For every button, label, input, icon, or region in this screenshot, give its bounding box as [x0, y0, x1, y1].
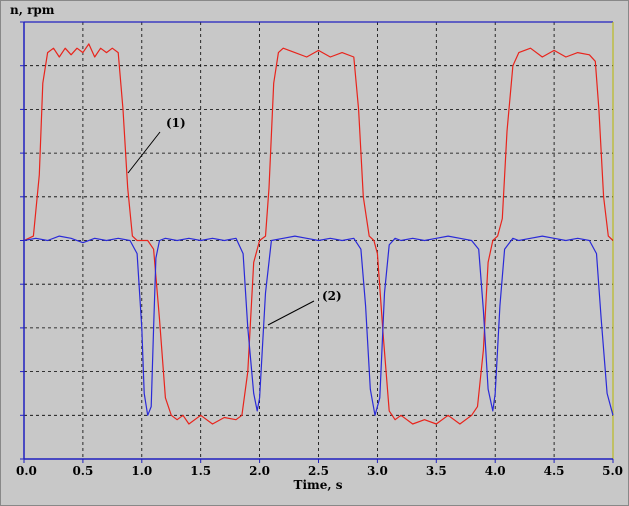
grid — [24, 22, 613, 459]
x-tick-label: 2.0 — [249, 464, 270, 478]
annotation-leader — [267, 300, 315, 326]
x-tick-label: 5.0 — [602, 464, 623, 478]
x-tick-label: 3.5 — [426, 464, 447, 478]
x-tick-label: 1.5 — [190, 464, 211, 478]
x-tick-label: 1.0 — [131, 464, 152, 478]
x-tick-label: 0.5 — [72, 464, 93, 478]
y-axis-label: n, rpm — [10, 3, 55, 17]
x-axis-label: Time, s — [294, 478, 343, 492]
x-tick-label: 0.0 — [16, 464, 37, 478]
x-tick-labels: 0.0 0.5 1.0 1.5 2.0 2.5 3.0 3.5 4.0 4.5 5.0 — [16, 464, 623, 478]
x-tick-label: 2.5 — [308, 464, 329, 478]
series-layer — [23, 43, 614, 425]
annotation-label: (2) — [322, 289, 342, 303]
series-line-2 — [23, 235, 614, 416]
annotations: (1) (2) — [127, 116, 342, 326]
x-tick-label: 4.5 — [544, 464, 565, 478]
series-line-1 — [23, 43, 614, 425]
x-tick-label: 3.0 — [367, 464, 388, 478]
annotation-label: (1) — [166, 116, 186, 130]
x-tick-label: 4.0 — [485, 464, 506, 478]
annotation-leader — [127, 131, 161, 174]
